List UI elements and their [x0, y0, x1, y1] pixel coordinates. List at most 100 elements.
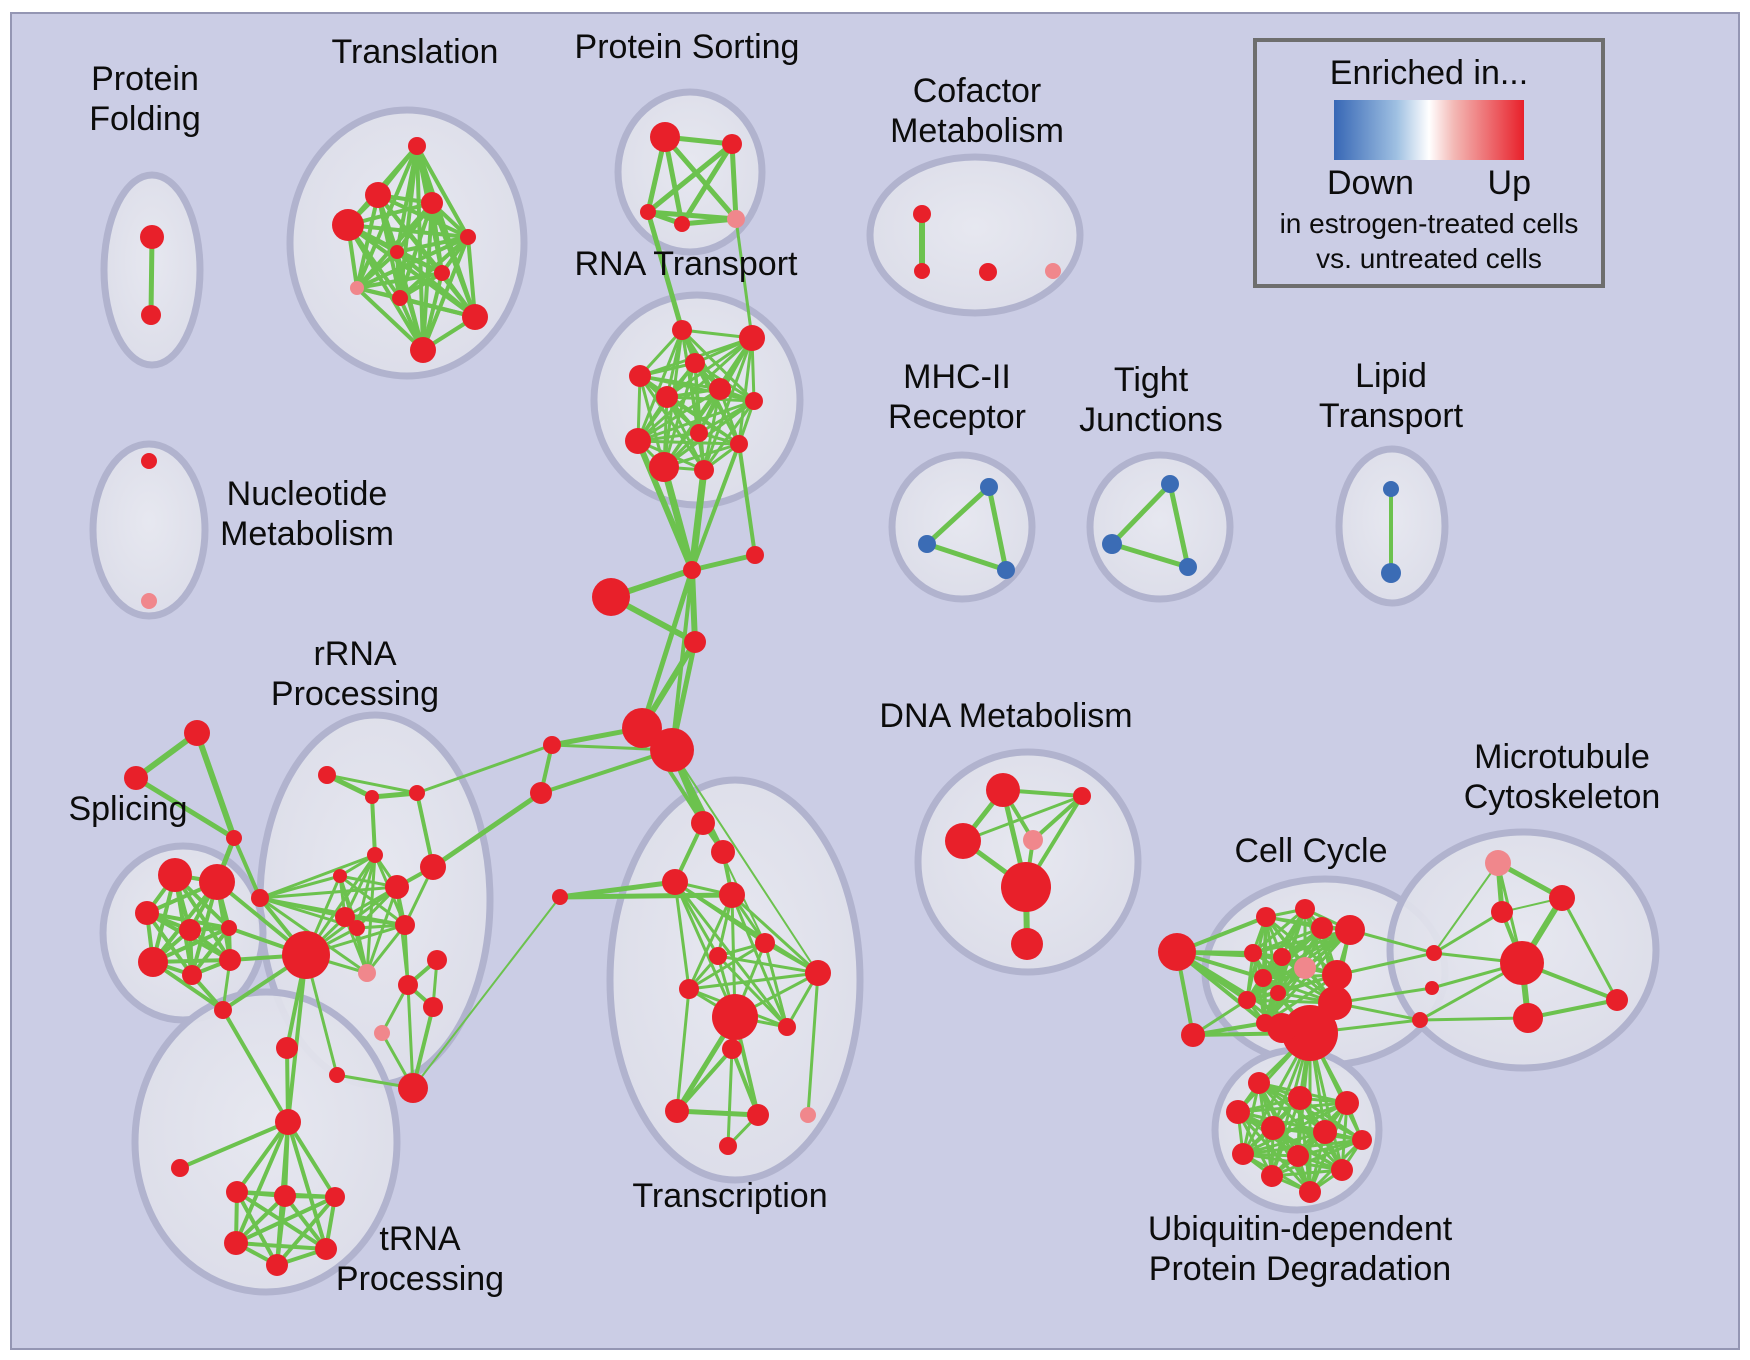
gene-set-node-r1 — [672, 320, 692, 340]
edge — [415, 144, 470, 239]
edge — [355, 250, 399, 290]
edge — [365, 923, 407, 975]
edge — [194, 730, 237, 841]
legend-endpoints: Down Up — [1327, 164, 1531, 202]
edge — [1167, 481, 1191, 570]
gene-set-node-cc12 — [1270, 985, 1286, 1001]
cluster-label-tight-junctions: Tight — [1114, 361, 1189, 399]
edge — [365, 885, 399, 975]
edge — [645, 209, 739, 222]
edge — [726, 1047, 734, 1148]
edge — [730, 893, 820, 975]
gene-set-node-tn7 — [266, 1254, 288, 1276]
cluster-label-tight-junctions: Junctions — [1079, 401, 1223, 439]
edge — [346, 223, 425, 352]
cluster-label-cofactor-metabolism: Metabolism — [890, 112, 1064, 150]
gene-set-node-cc7 — [1273, 948, 1291, 966]
gene-set-node-m1 — [986, 773, 1020, 807]
edge — [673, 880, 737, 1019]
gene-set-node-tn8 — [315, 1238, 337, 1260]
edge — [673, 880, 691, 991]
edge — [636, 328, 684, 443]
gene-set-node-cc16 — [1181, 1023, 1205, 1047]
edge — [557, 892, 735, 900]
cluster-label-rrna-processing: rRNA — [313, 635, 396, 673]
gene-set-node-rg — [358, 964, 376, 982]
edge — [687, 971, 820, 991]
gene-set-node-t8 — [350, 281, 364, 295]
gene-set-node-r5 — [656, 386, 678, 408]
gene-set-node-cc15b — [1267, 1013, 1297, 1043]
edge — [665, 336, 754, 399]
gene-set-node-sp2 — [199, 864, 235, 900]
edge — [1251, 907, 1307, 955]
edge — [286, 953, 308, 1124]
edge — [466, 235, 477, 319]
gene-set-node-mt4 — [1500, 941, 1544, 985]
gene-set-node-x4 — [719, 882, 745, 908]
gene-set-node-u10 — [1331, 1159, 1353, 1181]
edge — [1270, 1138, 1364, 1178]
edge — [1526, 998, 1619, 1020]
gene-set-node-x12 — [722, 1039, 742, 1059]
gene-set-node-cc4 — [1311, 917, 1333, 939]
edge — [1251, 928, 1352, 955]
gene-set-node-r12 — [694, 460, 714, 480]
cluster-label-dna-metabolism: DNA Metabolism — [879, 697, 1132, 735]
cluster-label-trna-processing: tRNA — [379, 1220, 461, 1258]
edge — [1270, 1168, 1344, 1178]
gene-set-node-r8 — [690, 424, 708, 442]
gene-set-node-rl — [398, 975, 418, 995]
cluster-bubble-tight-junctions — [1086, 451, 1234, 603]
gene-set-node-sp8 — [219, 949, 241, 971]
gene-set-node-t4 — [332, 209, 364, 241]
edge — [1418, 1016, 1530, 1022]
gene-set-node-cc9 — [1322, 960, 1352, 990]
cluster-label-translation: Translation — [332, 33, 499, 71]
edge — [674, 1108, 761, 1118]
gene-set-node-c3 — [979, 263, 997, 281]
edge — [636, 439, 741, 446]
gene-set-node-j1 — [1161, 475, 1179, 493]
gene-set-node-x6 — [755, 933, 775, 953]
gene-set-node-tn6 — [224, 1231, 248, 1255]
gene-set-node-mt3 — [1491, 901, 1513, 923]
edge — [689, 552, 758, 573]
edge — [734, 217, 754, 340]
edge — [662, 399, 756, 469]
cluster-label-cofactor-metabolism: Cofactor — [913, 72, 1042, 110]
edge — [286, 1120, 328, 1251]
legend-subtitle-line1: in estrogen-treated cells — [1279, 208, 1579, 239]
gene-set-node-tn5 — [325, 1187, 345, 1207]
gene-set-node-x5 — [552, 889, 568, 905]
edge — [645, 209, 685, 333]
edge — [412, 896, 561, 1089]
gene-set-node-m5 — [1001, 862, 1051, 912]
edge — [343, 853, 377, 919]
gene-set-node-r9 — [625, 428, 651, 454]
edge — [1236, 1101, 1349, 1114]
cluster-label-protein-sorting: Protein Sorting — [575, 28, 800, 66]
gene-set-node-x3 — [662, 869, 688, 895]
edge — [638, 374, 706, 472]
edge — [806, 971, 820, 1117]
edge — [355, 286, 425, 352]
cluster-label-trna-processing: Processing — [336, 1260, 504, 1298]
edge — [258, 885, 399, 900]
edge — [638, 374, 756, 403]
gene-set-node-nm1 — [141, 453, 157, 469]
edge — [1432, 910, 1504, 955]
gene-set-node-rk — [398, 1073, 428, 1103]
gene-set-node-x15 — [800, 1107, 816, 1123]
legend: Enriched in... Down Up in estrogen-treat… — [1253, 38, 1605, 288]
edge — [716, 954, 820, 975]
gene-set-node-mt5 — [1513, 1003, 1543, 1033]
edge — [675, 987, 691, 1113]
legend-gradient-bar — [1334, 100, 1524, 160]
gene-set-node-cc3 — [1295, 899, 1315, 919]
edge — [235, 1120, 290, 1194]
gene-set-node-c4 — [1045, 263, 1061, 279]
gene-set-node-rn — [427, 950, 447, 970]
gene-set-node-x7 — [709, 947, 727, 965]
cluster-label-protein-folding: Folding — [89, 100, 201, 138]
